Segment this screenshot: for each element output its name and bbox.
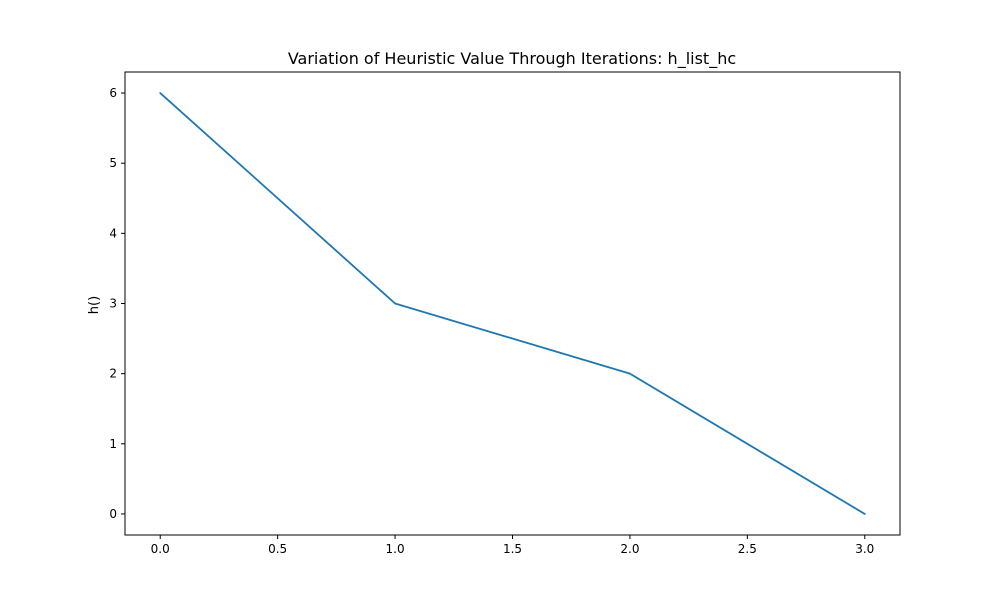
y-tick-label: 4	[109, 226, 117, 240]
y-tick-label: 2	[109, 367, 117, 381]
x-tick-label: 0.5	[268, 542, 287, 556]
data-point	[863, 513, 866, 515]
y-tick-label: 0	[109, 507, 117, 521]
y-axis-ticks: 0 1 2 3 4 5 6	[109, 86, 125, 521]
data-point	[159, 92, 162, 94]
x-tick-label: 2.5	[738, 542, 757, 556]
x-tick-label: 0.0	[151, 542, 170, 556]
y-tick-label: 5	[109, 156, 117, 170]
y-tick-label: 1	[109, 437, 117, 451]
y-tick-label: 3	[109, 297, 117, 311]
x-tick-label: 2.0	[620, 542, 639, 556]
x-tick-label: 3.0	[855, 542, 874, 556]
y-axis-label: h()	[87, 296, 102, 314]
series-layer	[159, 92, 866, 515]
y-tick-label: 6	[109, 86, 117, 100]
plot-area-frame	[124, 71, 901, 536]
data-point	[394, 302, 396, 305]
data-point	[629, 372, 631, 375]
x-tick-label: 1.0	[386, 542, 405, 556]
x-axis-ticks: 0.0 0.5 1.0 1.5 2.0 2.5 3.0	[151, 535, 874, 556]
x-tick-label: 1.5	[503, 542, 522, 556]
series-line	[159, 92, 866, 515]
chart-title: Variation of Heuristic Value Through Ite…	[288, 49, 736, 69]
